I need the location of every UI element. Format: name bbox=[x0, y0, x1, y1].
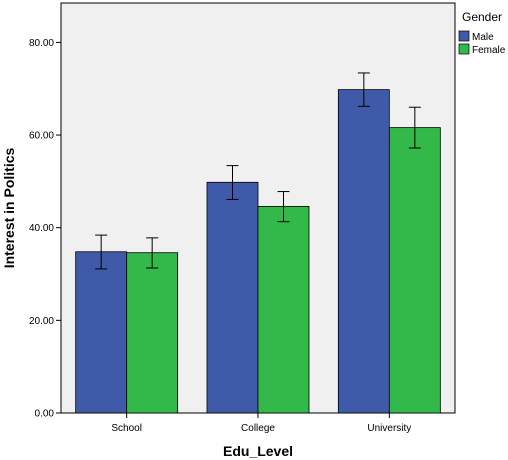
legend-label-female: Female bbox=[472, 45, 506, 56]
x-tick-label-university: University bbox=[367, 423, 411, 434]
bars-layer bbox=[75, 89, 441, 414]
error-bar-female-school bbox=[146, 237, 159, 269]
legend-label-male: Male bbox=[472, 32, 494, 43]
error-bar-male-school bbox=[95, 234, 108, 270]
error-bar-male-university bbox=[357, 72, 370, 107]
legend-title: Gender bbox=[462, 10, 502, 24]
legend: Gender Male Female bbox=[458, 10, 506, 56]
y-tick-label: 60.00 bbox=[29, 131, 54, 142]
bar-male-college bbox=[206, 181, 259, 414]
legend-swatch-male bbox=[458, 30, 470, 42]
legend-swatch-female bbox=[458, 43, 470, 55]
error-bar-female-university bbox=[408, 106, 421, 149]
y-axis-title: Interest in Politics bbox=[1, 147, 17, 268]
y-tick-label: 80.00 bbox=[29, 38, 54, 49]
x-axis: School College University bbox=[111, 413, 411, 434]
y-tick-label: 0.00 bbox=[35, 409, 55, 420]
y-tick-label: 40.00 bbox=[29, 223, 54, 234]
error-bar-female-college bbox=[277, 191, 290, 223]
y-axis: 0.00 20.00 40.00 60.00 80.00 bbox=[29, 38, 61, 420]
error-bars-layer bbox=[95, 72, 421, 270]
x-tick-label-college: College bbox=[241, 423, 275, 434]
bar-female-school bbox=[126, 252, 179, 414]
x-tick-label-school: School bbox=[111, 423, 142, 434]
y-tick-label: 20.00 bbox=[29, 316, 54, 327]
bar-female-university bbox=[388, 127, 441, 414]
bar-male-school bbox=[75, 251, 128, 414]
error-bar-male-college bbox=[226, 165, 239, 200]
bar-male-university bbox=[337, 89, 390, 414]
x-axis-title: Edu_Level bbox=[223, 443, 293, 459]
bar-female-college bbox=[257, 205, 310, 414]
